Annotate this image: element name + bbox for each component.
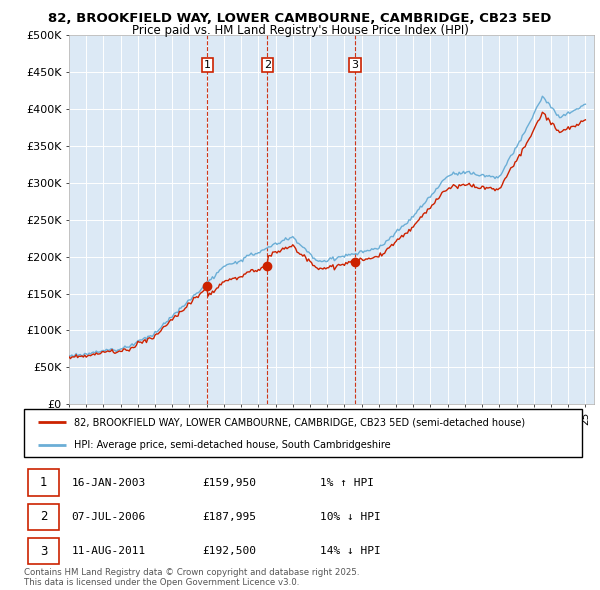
Bar [28, 470, 59, 496]
Text: 1: 1 [40, 476, 47, 490]
Text: 3: 3 [40, 545, 47, 558]
Text: 82, BROOKFIELD WAY, LOWER CAMBOURNE, CAMBRIDGE, CB23 5ED: 82, BROOKFIELD WAY, LOWER CAMBOURNE, CAM… [49, 12, 551, 25]
Bar [28, 504, 59, 530]
Text: 2: 2 [40, 510, 47, 523]
Text: 82, BROOKFIELD WAY, LOWER CAMBOURNE, CAMBRIDGE, CB23 5ED (semi-detached house): 82, BROOKFIELD WAY, LOWER CAMBOURNE, CAM… [74, 417, 526, 427]
Text: Contains HM Land Registry data © Crown copyright and database right 2025.: Contains HM Land Registry data © Crown c… [24, 568, 359, 576]
Bar [28, 537, 59, 565]
Text: 3: 3 [352, 60, 358, 70]
Text: This data is licensed under the Open Government Licence v3.0.: This data is licensed under the Open Gov… [24, 578, 299, 587]
Text: £187,995: £187,995 [203, 512, 257, 522]
Text: 07-JUL-2006: 07-JUL-2006 [71, 512, 146, 522]
Text: 14% ↓ HPI: 14% ↓ HPI [320, 546, 380, 556]
Text: 16-JAN-2003: 16-JAN-2003 [71, 478, 146, 488]
Text: Price paid vs. HM Land Registry's House Price Index (HPI): Price paid vs. HM Land Registry's House … [131, 24, 469, 37]
Text: 11-AUG-2011: 11-AUG-2011 [71, 546, 146, 556]
Text: HPI: Average price, semi-detached house, South Cambridgeshire: HPI: Average price, semi-detached house,… [74, 440, 391, 450]
Text: 2: 2 [264, 60, 271, 70]
Text: 10% ↓ HPI: 10% ↓ HPI [320, 512, 380, 522]
Text: 1: 1 [204, 60, 211, 70]
Text: 1% ↑ HPI: 1% ↑ HPI [320, 478, 374, 488]
Text: £192,500: £192,500 [203, 546, 257, 556]
Text: £159,950: £159,950 [203, 478, 257, 488]
